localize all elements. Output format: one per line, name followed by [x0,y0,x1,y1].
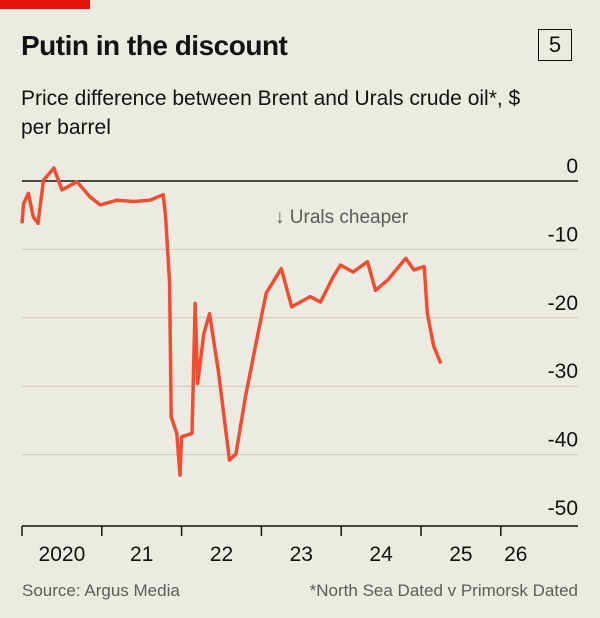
x-tick-label: 22 [210,543,233,566]
chart-title: Putin in the discount [21,30,288,61]
annotation-urals-cheaper: ↓ Urals cheaper [275,207,409,228]
x-tick-label: 25 [449,543,472,566]
y-tick-label: -50 [548,497,578,520]
x-tick-label: 23 [290,543,313,566]
x-tick-label: 2020 [39,543,86,566]
y-tick-label: 0 [566,155,578,178]
series-line-brent-urals [20,166,443,477]
footnote: *North Sea Dated v Primorsk Dated [309,581,578,600]
y-tick-label: -30 [548,360,578,383]
y-tick-label: -10 [548,223,578,246]
x-tick-label: 21 [130,543,153,566]
y-tick-label: -20 [548,292,578,315]
x-tick-label: 24 [369,543,393,566]
y-tick-label: -40 [548,429,578,452]
chart-number-badge: 5 [538,29,572,61]
brand-red-bar [0,0,90,9]
source-note: Source: Argus Media [22,581,180,600]
chart-subtitle: Price difference between Brent and Urals… [21,87,521,139]
x-tick-label: 26 [504,543,527,566]
